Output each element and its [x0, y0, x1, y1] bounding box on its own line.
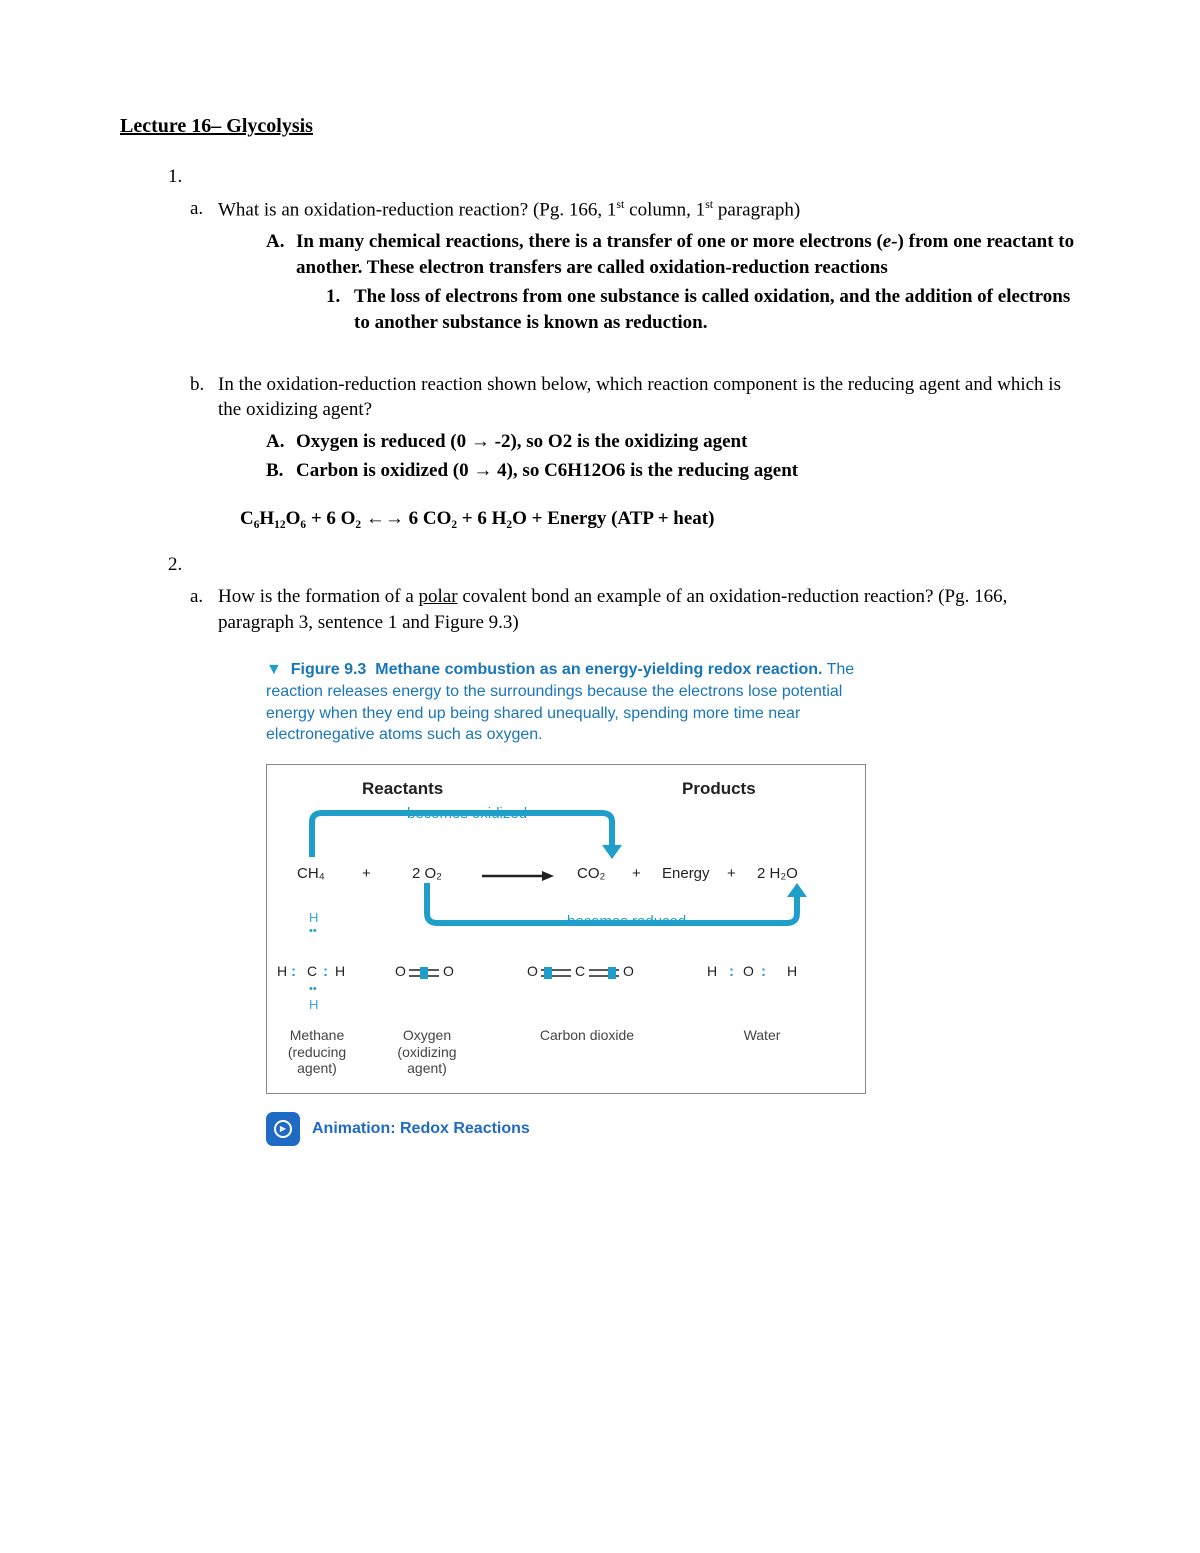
- o2-bond-icon: [409, 965, 439, 981]
- eq-h2o: 2 H₂O: [757, 865, 798, 882]
- animation-link[interactable]: ▶ Animation: Redox Reactions: [266, 1112, 886, 1146]
- q1a-A: A. In many chemical reactions, there is …: [266, 229, 1080, 336]
- q1-marker: 1.: [168, 166, 192, 188]
- eq-ch4: CH₄: [297, 865, 325, 882]
- q1b-A: A. Oxygen is reduced (0 → -2), so O2 is …: [266, 429, 1080, 455]
- q1a-text: What is an oxidation-reduction reaction?…: [218, 196, 1080, 340]
- lewis-ch4-h-l: H: [277, 963, 287, 979]
- reaction-arrow-icon: [482, 869, 557, 883]
- eq-plus1: +: [362, 865, 371, 882]
- eq-plus3: +: [727, 865, 736, 882]
- lewis-co2-o1: O: [527, 963, 538, 979]
- q2a: a. How is the formation of a polar coval…: [190, 584, 1080, 635]
- q1a-A-1: 1. The loss of electrons from one substa…: [326, 284, 1080, 335]
- reaction-equation: C₆H₁₂O₆ + 6 O₂ ←→ 6 CO₂ + 6 H₂O + Energy…: [240, 508, 1080, 530]
- methane-label: Methane(reducingagent): [277, 1027, 357, 1077]
- oxidized-label: becomes oxidized: [407, 805, 527, 822]
- lewis-co2-c: C: [575, 963, 585, 979]
- q1b: b. In the oxidation-reduction reaction s…: [190, 372, 1080, 489]
- lewis-o2-o2: O: [443, 963, 454, 979]
- q2-sublist: a. How is the formation of a polar coval…: [190, 584, 1080, 635]
- oxygen-label: Oxygen(oxidizingagent): [387, 1027, 467, 1077]
- q1-sublist: a. What is an oxidation-reduction reacti…: [190, 196, 1080, 488]
- q1a-marker: a.: [190, 196, 218, 340]
- question-1: 1.: [168, 166, 1080, 188]
- eq-o2: 2 O₂: [412, 865, 442, 882]
- q1b-answers: A. Oxygen is reduced (0 → -2), so O2 is …: [266, 429, 1080, 484]
- animation-icon: ▶: [266, 1112, 300, 1146]
- q2-marker: 2.: [168, 554, 192, 576]
- reactants-label: Reactants: [362, 779, 443, 799]
- figure-label: Figure 9.3: [286, 661, 370, 678]
- lewis-ch4-c: C: [307, 963, 317, 979]
- lewis-ch4-h-top: H: [309, 910, 318, 925]
- lewis-ch4-h-bot: H: [309, 997, 318, 1012]
- q1a-answers: A. In many chemical reactions, there is …: [266, 229, 1080, 336]
- figure-9-3: ▼ Figure 9.3 Methane combustion as an en…: [266, 659, 886, 1145]
- co2-label: Carbon dioxide: [527, 1027, 647, 1044]
- q1a: a. What is an oxidation-reduction reacti…: [190, 196, 1080, 340]
- eq-co2: CO₂: [577, 865, 605, 882]
- q2a-text: How is the formation of a polar covalent…: [218, 584, 1080, 635]
- question-2: 2.: [168, 554, 1080, 576]
- redox-diagram: Reactants Products becomes oxidized CH₄ …: [266, 764, 866, 1094]
- eq-plus2: +: [632, 865, 641, 882]
- page-title: Lecture 16– Glycolysis: [120, 115, 1080, 138]
- animation-label: Animation: Redox Reactions: [312, 1120, 530, 1138]
- q1a-A-inner: 1. The loss of electrons from one substa…: [326, 284, 1080, 335]
- q1b-marker: b.: [190, 372, 218, 489]
- lewis-co2-o2: O: [623, 963, 634, 979]
- figure-title: ▼ Figure 9.3 Methane combustion as an en…: [266, 659, 886, 745]
- products-label: Products: [682, 779, 756, 799]
- reduced-label: becomes reduced: [567, 913, 686, 930]
- lewis-h2o-o: O: [743, 963, 754, 979]
- question-2-block: 2.: [168, 554, 1080, 576]
- q2a-marker: a.: [190, 584, 218, 635]
- lewis-h2o-h1: H: [707, 963, 717, 979]
- question-list: 1.: [168, 166, 1080, 188]
- co2-bond2-icon: [589, 965, 619, 981]
- lewis-o2-o1: O: [395, 963, 406, 979]
- lewis-ch4-h-r: H: [335, 963, 345, 979]
- q1b-text: In the oxidation-reduction reaction show…: [218, 372, 1080, 489]
- water-label: Water: [727, 1027, 797, 1044]
- q1b-B: B. Carbon is oxidized (0 → 4), so C6H12O…: [266, 458, 1080, 484]
- lewis-h2o-h2: H: [787, 963, 797, 979]
- document-page: Lecture 16– Glycolysis 1. a. What is an …: [0, 0, 1200, 1553]
- co2-bond1-icon: [541, 965, 571, 981]
- eq-energy: Energy: [662, 865, 710, 882]
